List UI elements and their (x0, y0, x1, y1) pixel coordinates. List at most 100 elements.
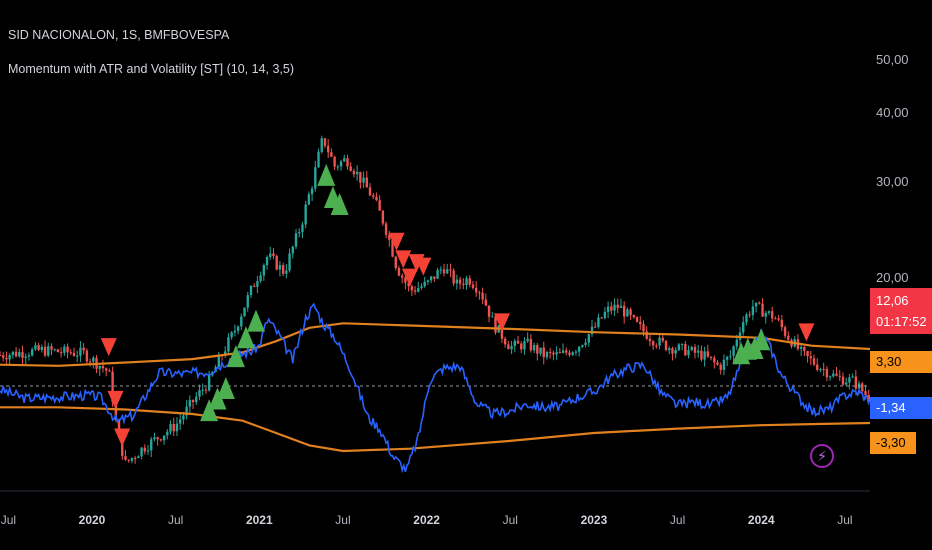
candle-body (529, 338, 533, 351)
candle-body (835, 373, 838, 376)
candle-body (182, 415, 185, 420)
candle-body (0, 355, 2, 357)
candle-body (265, 256, 269, 266)
candle-body (716, 362, 719, 365)
candle-body (696, 350, 700, 353)
volatility-bands (0, 322, 871, 453)
candle-body (555, 352, 558, 355)
time-tick-label: 2024 (747, 513, 775, 527)
candle-body (787, 335, 790, 340)
candle-body (584, 342, 587, 346)
candle-body (153, 437, 156, 440)
sell-signal-marker (114, 428, 131, 447)
candle-body (774, 318, 777, 320)
candle-body (548, 352, 552, 354)
candle-body (240, 316, 243, 327)
candle-body (349, 166, 352, 171)
upper-band-line (0, 322, 871, 367)
candle-body (468, 278, 471, 285)
candle-body (725, 356, 729, 360)
buy-signal-marker (216, 377, 235, 400)
candle-body (104, 368, 108, 371)
candle-body (252, 285, 256, 287)
candle-body (864, 391, 867, 396)
time-tick-label: 2022 (413, 513, 440, 527)
candle-body (770, 311, 774, 319)
momentum-line (0, 302, 870, 474)
candle-body (545, 352, 549, 358)
candle-body (446, 269, 449, 274)
candle-body (597, 317, 600, 327)
sell-signal-marker (493, 313, 510, 332)
candle-body (732, 346, 735, 356)
candle-body (133, 457, 137, 459)
candle-body (92, 357, 95, 362)
candle-body (404, 277, 407, 283)
candle-body (417, 287, 420, 292)
candle-body (780, 319, 784, 328)
time-tick-label: 2020 (78, 513, 106, 527)
candle-body (420, 286, 423, 288)
candle-body (539, 347, 542, 354)
candle-body (294, 233, 298, 247)
candle-body (838, 375, 841, 377)
candle-body (552, 352, 555, 355)
price-tick-label: 30,00 (876, 173, 909, 189)
candle-body (317, 151, 320, 168)
candle-body (111, 371, 114, 403)
candle-body (43, 346, 47, 356)
candle-body (56, 349, 60, 353)
candle-body (626, 309, 629, 317)
candle-body (690, 346, 693, 351)
candle-body (594, 326, 597, 328)
candle-body (27, 355, 31, 357)
candle-body (156, 437, 159, 440)
candle-body (426, 280, 430, 282)
price-value: 12,06 (876, 293, 909, 308)
candle-body (494, 316, 497, 333)
candle-body (143, 447, 146, 452)
candle-body (378, 200, 381, 211)
indicator-title[interactable]: Momentum with ATR and Volatility [ST] (1… (8, 62, 294, 76)
candle-body (491, 316, 494, 318)
sell-signal-marker (415, 257, 432, 276)
candle-body (822, 369, 825, 371)
candle-body (783, 327, 787, 336)
time-tick-label: 2021 (245, 513, 273, 527)
candle-body (359, 171, 362, 183)
candle-body (433, 276, 436, 279)
candle-body (799, 346, 803, 349)
lightning-icon[interactable]: ⚡ (810, 444, 834, 468)
candle-body (304, 204, 307, 225)
candle-body (259, 275, 262, 282)
candle-body (442, 269, 446, 274)
candle-body (610, 306, 613, 311)
candle-body (536, 345, 539, 354)
candle-body (76, 355, 79, 357)
candle-body (803, 346, 806, 352)
lower-band-line (0, 406, 871, 453)
candle-body (137, 456, 140, 459)
sell-signal-marker (100, 338, 117, 357)
candle-body (59, 352, 63, 354)
candle-body (201, 389, 204, 391)
candle-body (278, 265, 282, 270)
candle-body (140, 447, 143, 457)
candle-body (150, 439, 153, 451)
candle-body (365, 177, 368, 188)
sell-signal-marker (401, 268, 418, 287)
momentum-line-group (0, 302, 870, 474)
candle-body (207, 375, 211, 391)
candle-body (346, 158, 349, 167)
candle-body (603, 311, 607, 319)
candle-body (375, 196, 378, 201)
candle-body (828, 376, 832, 378)
candle-body (326, 145, 330, 153)
candle-body (407, 282, 410, 287)
price-tick-label: 40,00 (876, 104, 909, 120)
candle-body (298, 232, 301, 234)
candle-body (687, 350, 690, 356)
candle-body (848, 377, 851, 383)
candle-body (632, 315, 636, 318)
